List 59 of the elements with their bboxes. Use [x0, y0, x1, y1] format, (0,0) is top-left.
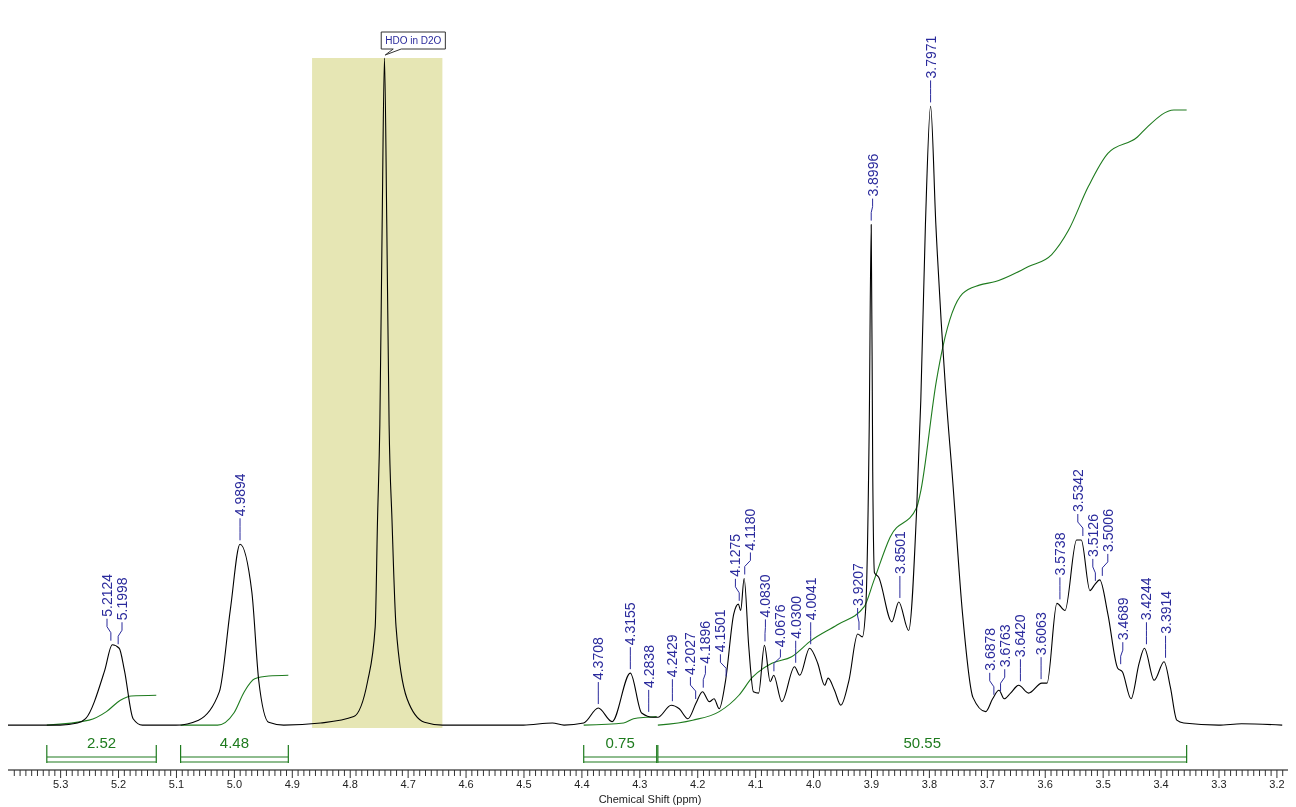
x-tick-label: 4.5	[516, 777, 532, 790]
x-tick-label: 5.2	[110, 777, 127, 790]
x-tick-label: 4.6	[458, 777, 474, 790]
x-tick-label: 4.3	[632, 777, 648, 790]
x-tick-label: 4.4	[574, 777, 590, 790]
x-tick-label: 4.7	[400, 777, 416, 790]
annotation: 3.7971	[922, 35, 939, 79]
annotation: 3.5738	[1051, 532, 1068, 576]
annotation: 4.0676	[772, 604, 789, 648]
annotation: 3.6420	[1012, 614, 1029, 658]
annotation: 3.5126	[1084, 513, 1101, 557]
x-tick-label: 3.5	[1095, 777, 1111, 790]
annotation: 4.0041	[802, 577, 819, 621]
annotation: 4.2429	[664, 634, 681, 678]
annotation: 4.2027	[682, 632, 699, 676]
annotation: 4.3708	[590, 637, 607, 681]
annotation: 3.5006	[1099, 508, 1116, 552]
annotation: 5.2124	[99, 573, 116, 617]
annotation: 3.4689	[1114, 597, 1131, 641]
x-tick-label: 5.0	[226, 777, 243, 790]
x-tick-label: 3.9	[863, 777, 880, 790]
annotation: 4.9894	[232, 473, 249, 517]
x-tick-label: 3.7	[979, 777, 995, 790]
annotation: 3.8501	[891, 530, 908, 574]
x-tick-label: 3.6	[1037, 777, 1053, 790]
x-tick-label: 4.1	[748, 777, 764, 790]
annotation: 4.1275	[727, 533, 744, 577]
x-axis-title: Chemical Shift (ppm)	[598, 793, 702, 805]
x-tick-label: 4.0	[805, 777, 822, 790]
x-tick-label: 3.8	[921, 777, 938, 790]
annotation: 4.1501	[712, 609, 729, 653]
x-tick-label: 5.1	[168, 777, 185, 790]
annotation: 3.5342	[1069, 468, 1086, 513]
x-tick-label: 5.3	[52, 777, 69, 790]
annotation: 3.6878	[981, 627, 998, 671]
annotation: 3.6763	[996, 624, 1013, 668]
x-tick-label: 4.8	[342, 777, 358, 790]
x-tick-label: 4.2	[690, 777, 706, 790]
annotation: 4.3155	[622, 602, 639, 646]
annotation: 4.48	[219, 734, 250, 751]
x-tick-label: 3.3	[1211, 777, 1227, 790]
annotation: 3.4244	[1138, 577, 1155, 621]
annotation: 3.6063	[1033, 612, 1050, 656]
annotation: 3.3914	[1157, 590, 1174, 634]
band-label: HDO in D2O	[385, 35, 442, 46]
x-tick-label: 4.9	[284, 777, 300, 790]
x-tick-label: 3.4	[1153, 777, 1169, 790]
annotation: 4.1180	[742, 508, 759, 551]
annotation: 4.2838	[640, 644, 657, 688]
annotation: 5.1998	[114, 577, 131, 621]
annotation: 3.8996	[864, 153, 881, 197]
annotation: 0.75	[605, 734, 635, 751]
x-tick-label: 3.2	[1269, 777, 1285, 790]
annotation: 2.52	[86, 734, 117, 751]
annotation: 50.55	[903, 734, 942, 751]
annotation: 4.1896	[697, 620, 714, 664]
annotation: 3.9207	[849, 562, 866, 607]
annotation: 4.0300	[787, 595, 804, 639]
annotation: 4.0830	[757, 574, 774, 618]
